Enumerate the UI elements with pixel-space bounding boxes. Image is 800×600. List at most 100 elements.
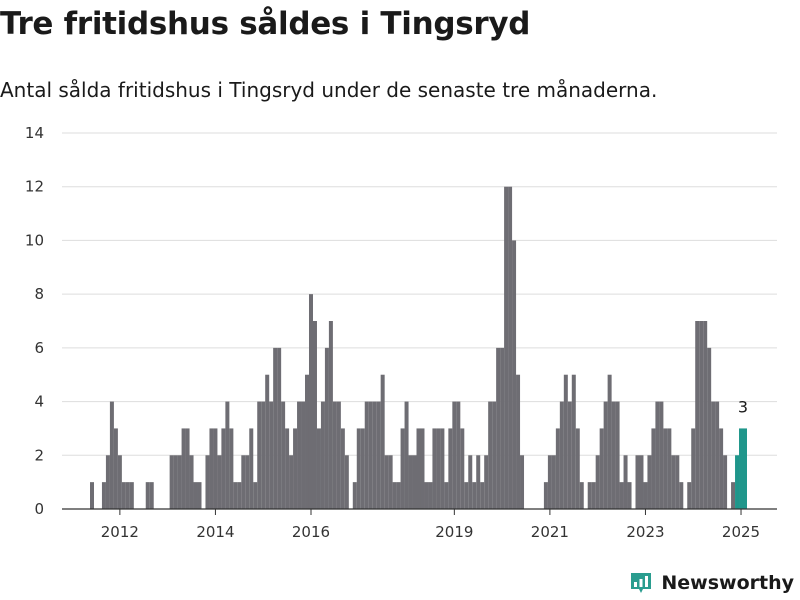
bar bbox=[241, 455, 246, 509]
bar bbox=[185, 428, 190, 509]
bar bbox=[289, 455, 294, 509]
y-tick-label: 0 bbox=[34, 500, 44, 518]
bar bbox=[543, 482, 548, 509]
bar bbox=[392, 482, 397, 509]
bar bbox=[332, 401, 337, 509]
bar bbox=[448, 428, 453, 509]
bar bbox=[340, 428, 345, 509]
x-tick-label: 2016 bbox=[292, 523, 330, 541]
bar-highlighted bbox=[739, 428, 744, 509]
bar bbox=[301, 401, 306, 509]
bar bbox=[587, 482, 592, 509]
bar bbox=[173, 455, 178, 509]
bar bbox=[719, 428, 724, 509]
newsworthy-icon bbox=[631, 573, 652, 593]
bar bbox=[177, 455, 182, 509]
gridlines bbox=[62, 132, 777, 456]
bar bbox=[555, 428, 560, 509]
bar bbox=[512, 240, 517, 509]
bar bbox=[595, 455, 600, 509]
bar bbox=[416, 428, 421, 509]
bar bbox=[715, 401, 720, 509]
bar-chart: 0 2 4 6 8 10 12 14 2012 2014 2016 2019 2021 2023 2025… bbox=[25, 124, 777, 541]
bar bbox=[193, 482, 198, 509]
y-tick-label: 4 bbox=[34, 393, 44, 411]
bar bbox=[149, 482, 154, 509]
bar bbox=[635, 455, 640, 509]
x-tick-label: 2025 bbox=[722, 523, 760, 541]
bar bbox=[667, 428, 672, 509]
bar bbox=[691, 428, 696, 509]
bar bbox=[611, 401, 616, 509]
bar bbox=[408, 455, 413, 509]
bar bbox=[480, 482, 485, 509]
bar bbox=[476, 455, 481, 509]
bar bbox=[464, 482, 469, 509]
bar bbox=[571, 374, 576, 509]
bar bbox=[113, 428, 118, 509]
chart-subtitle: Antal sålda fritidshus i Tingsryd under … bbox=[0, 78, 658, 102]
bar bbox=[695, 321, 700, 509]
bar bbox=[380, 374, 385, 509]
bar bbox=[90, 482, 94, 509]
bar-highlighted bbox=[735, 455, 740, 509]
bar bbox=[257, 401, 262, 509]
y-tick-label: 8 bbox=[34, 285, 44, 303]
bar bbox=[639, 455, 644, 509]
bar bbox=[265, 374, 270, 509]
bar bbox=[328, 321, 333, 509]
bar bbox=[372, 401, 377, 509]
bar bbox=[297, 401, 302, 509]
bar bbox=[615, 401, 620, 509]
bar bbox=[245, 455, 250, 509]
bar bbox=[308, 294, 313, 509]
bar bbox=[336, 401, 341, 509]
bar bbox=[376, 401, 381, 509]
bar bbox=[627, 482, 632, 509]
bar bbox=[731, 482, 736, 509]
bar bbox=[603, 401, 608, 509]
bar bbox=[316, 428, 321, 509]
bar bbox=[253, 482, 258, 509]
bar-highlighted bbox=[743, 428, 747, 509]
bar bbox=[428, 482, 433, 509]
bar bbox=[412, 455, 417, 509]
bar bbox=[197, 482, 202, 509]
bar bbox=[277, 347, 282, 509]
bar bbox=[452, 401, 457, 509]
bar bbox=[101, 482, 106, 509]
bar bbox=[492, 401, 497, 509]
bar bbox=[109, 401, 114, 509]
bar bbox=[651, 428, 656, 509]
bar bbox=[488, 401, 493, 509]
bar bbox=[293, 428, 298, 509]
x-tick-label: 2012 bbox=[101, 523, 139, 541]
bar bbox=[320, 401, 325, 509]
bar bbox=[356, 428, 361, 509]
bar bbox=[643, 482, 648, 509]
bar bbox=[599, 428, 604, 509]
bar bbox=[707, 347, 712, 509]
bar bbox=[711, 401, 716, 509]
bar bbox=[671, 455, 676, 509]
bar bbox=[384, 455, 389, 509]
bar bbox=[145, 482, 150, 509]
bar bbox=[249, 428, 254, 509]
bar bbox=[484, 455, 489, 509]
data-labels: 3 bbox=[738, 397, 748, 416]
bar bbox=[352, 482, 357, 509]
bar bbox=[500, 347, 505, 509]
bar bbox=[647, 455, 652, 509]
x-tick-label: 2019 bbox=[435, 523, 473, 541]
bar bbox=[659, 401, 664, 509]
bar bbox=[129, 482, 134, 509]
bar bbox=[456, 401, 461, 509]
bar bbox=[655, 401, 660, 509]
bar bbox=[169, 455, 174, 509]
bar bbox=[229, 428, 234, 509]
bar bbox=[388, 455, 393, 509]
bar bbox=[468, 455, 473, 509]
bar bbox=[400, 428, 405, 509]
x-tick-label: 2014 bbox=[196, 523, 234, 541]
bar bbox=[285, 428, 290, 509]
